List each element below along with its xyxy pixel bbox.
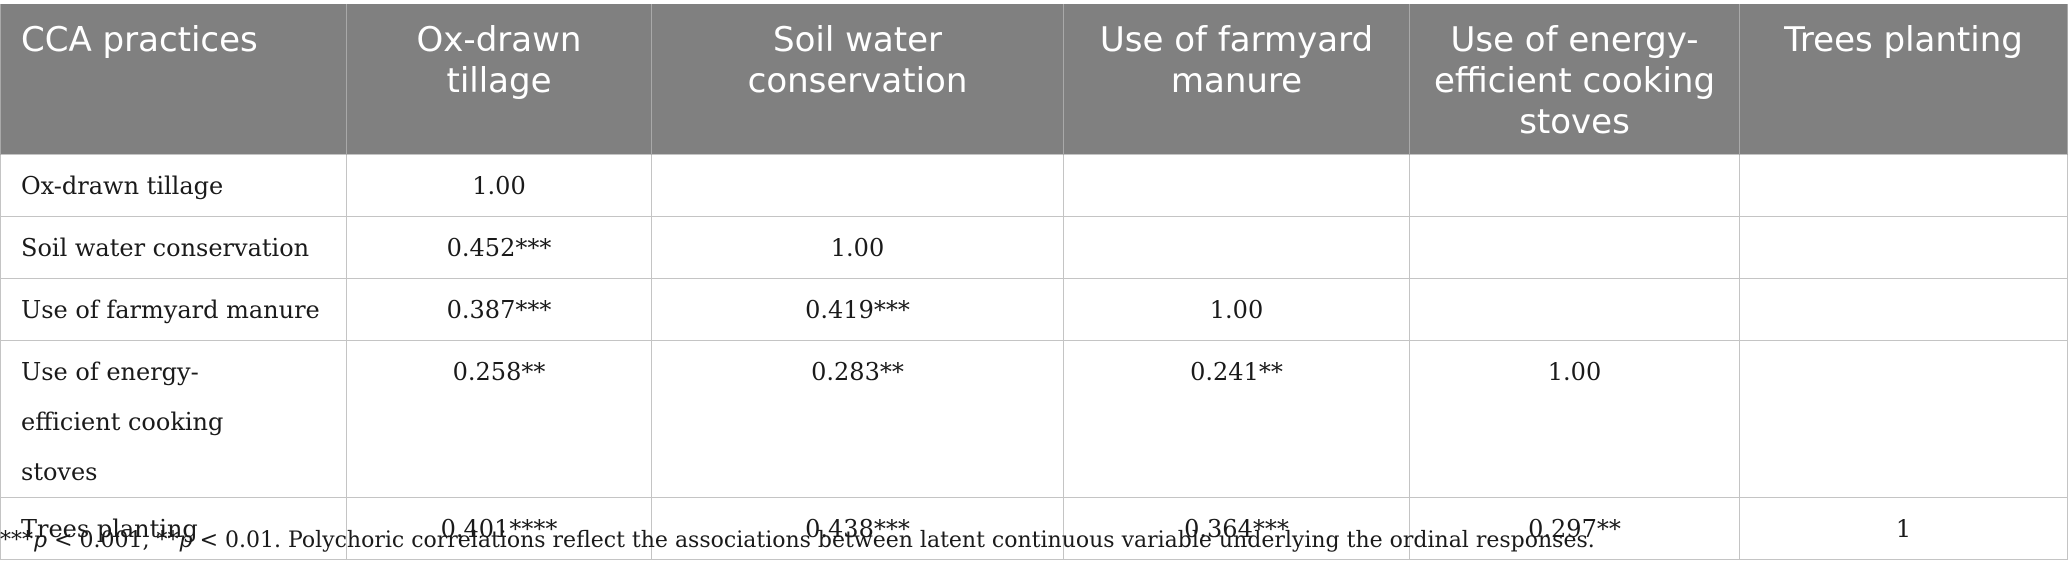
table-cell (1409, 153, 1740, 217)
footnote-sig2-p: p (178, 528, 193, 553)
table-cell (1739, 215, 2068, 279)
table-cell (1739, 277, 2068, 341)
footnote-sig1-stars: *** (0, 528, 33, 553)
header-cca-practices: CCA practices (0, 4, 347, 154)
table-cell (1409, 215, 1740, 279)
table-row: Ox-drawn tillage 1.00 (0, 153, 2068, 217)
table-cell (1063, 215, 1410, 279)
table-cell: 0.297** (1409, 496, 1740, 560)
table-row: Use of farmyard manure 0.387*** 0.419***… (0, 277, 2068, 341)
row-label: Use of energy-efficient cooking stoves (0, 339, 347, 498)
table-cell: 1.00 (346, 153, 652, 217)
header-trees-planting: Trees planting (1739, 4, 2068, 154)
table-cell: 0.438*** (651, 496, 1064, 560)
footnote-sig2-text: < 0.01. Polychoric correlations reflect … (192, 528, 1595, 553)
table-cell (651, 153, 1064, 217)
table-header: CCA practices Ox-drawn tillage Soil wate… (0, 4, 2068, 154)
header-energy-efficient-stoves: Use of energy-efficient cooking stoves (1409, 4, 1740, 154)
footnote-sig1-text: < 0.001, (47, 528, 157, 553)
row-label: Ox-drawn tillage (0, 153, 347, 217)
table-cell: 0.364*** (1063, 496, 1410, 560)
row-label: Soil water conservation (0, 215, 347, 279)
header-soil-water-conservation: Soil water conservation (651, 4, 1064, 154)
table-body: Ox-drawn tillage 1.00 Soil water conserv… (0, 153, 2068, 560)
footnote-sig1-p: p (33, 528, 48, 553)
table-cell: 0.452*** (346, 215, 652, 279)
table-cell: 0.401**** (346, 496, 652, 560)
table-cell: 0.241** (1063, 339, 1410, 498)
table-cell (1063, 153, 1410, 217)
table-cell: 1.00 (1409, 339, 1740, 498)
header-ox-drawn-tillage: Ox-drawn tillage (346, 4, 652, 154)
footnote-sig2-stars: ** (156, 528, 179, 553)
table-cell: 1 (1739, 496, 2068, 560)
correlation-table: CCA practices Ox-drawn tillage Soil wate… (0, 4, 2068, 560)
table-cell (1739, 153, 2068, 217)
row-label: Use of farmyard manure (0, 277, 347, 341)
table-cell: 0.283** (651, 339, 1064, 498)
table-cell: 0.387*** (346, 277, 652, 341)
table-row: Soil water conservation 0.452*** 1.00 (0, 215, 2068, 279)
table-footnote: ***p < 0.001, **p < 0.01. Polychoric cor… (0, 528, 1595, 553)
table-cell: 1.00 (651, 215, 1064, 279)
header-use-of-farmyard-manure: Use of farmyard manure (1063, 4, 1410, 154)
table-cell: 1.00 (1063, 277, 1410, 341)
table-row: Use of energy-efficient cooking stoves 0… (0, 339, 2068, 498)
row-label: Trees planting (0, 496, 347, 560)
table-cell (1409, 277, 1740, 341)
table-cell (1739, 339, 2068, 498)
correlation-table-container: CCA practices Ox-drawn tillage Soil wate… (0, 4, 2068, 560)
table-cell: 0.258** (346, 339, 652, 498)
table-cell: 0.419*** (651, 277, 1064, 341)
table-row: Trees planting 0.401**** 0.438*** 0.364*… (0, 496, 2068, 560)
header-row: CCA practices Ox-drawn tillage Soil wate… (0, 4, 2068, 154)
